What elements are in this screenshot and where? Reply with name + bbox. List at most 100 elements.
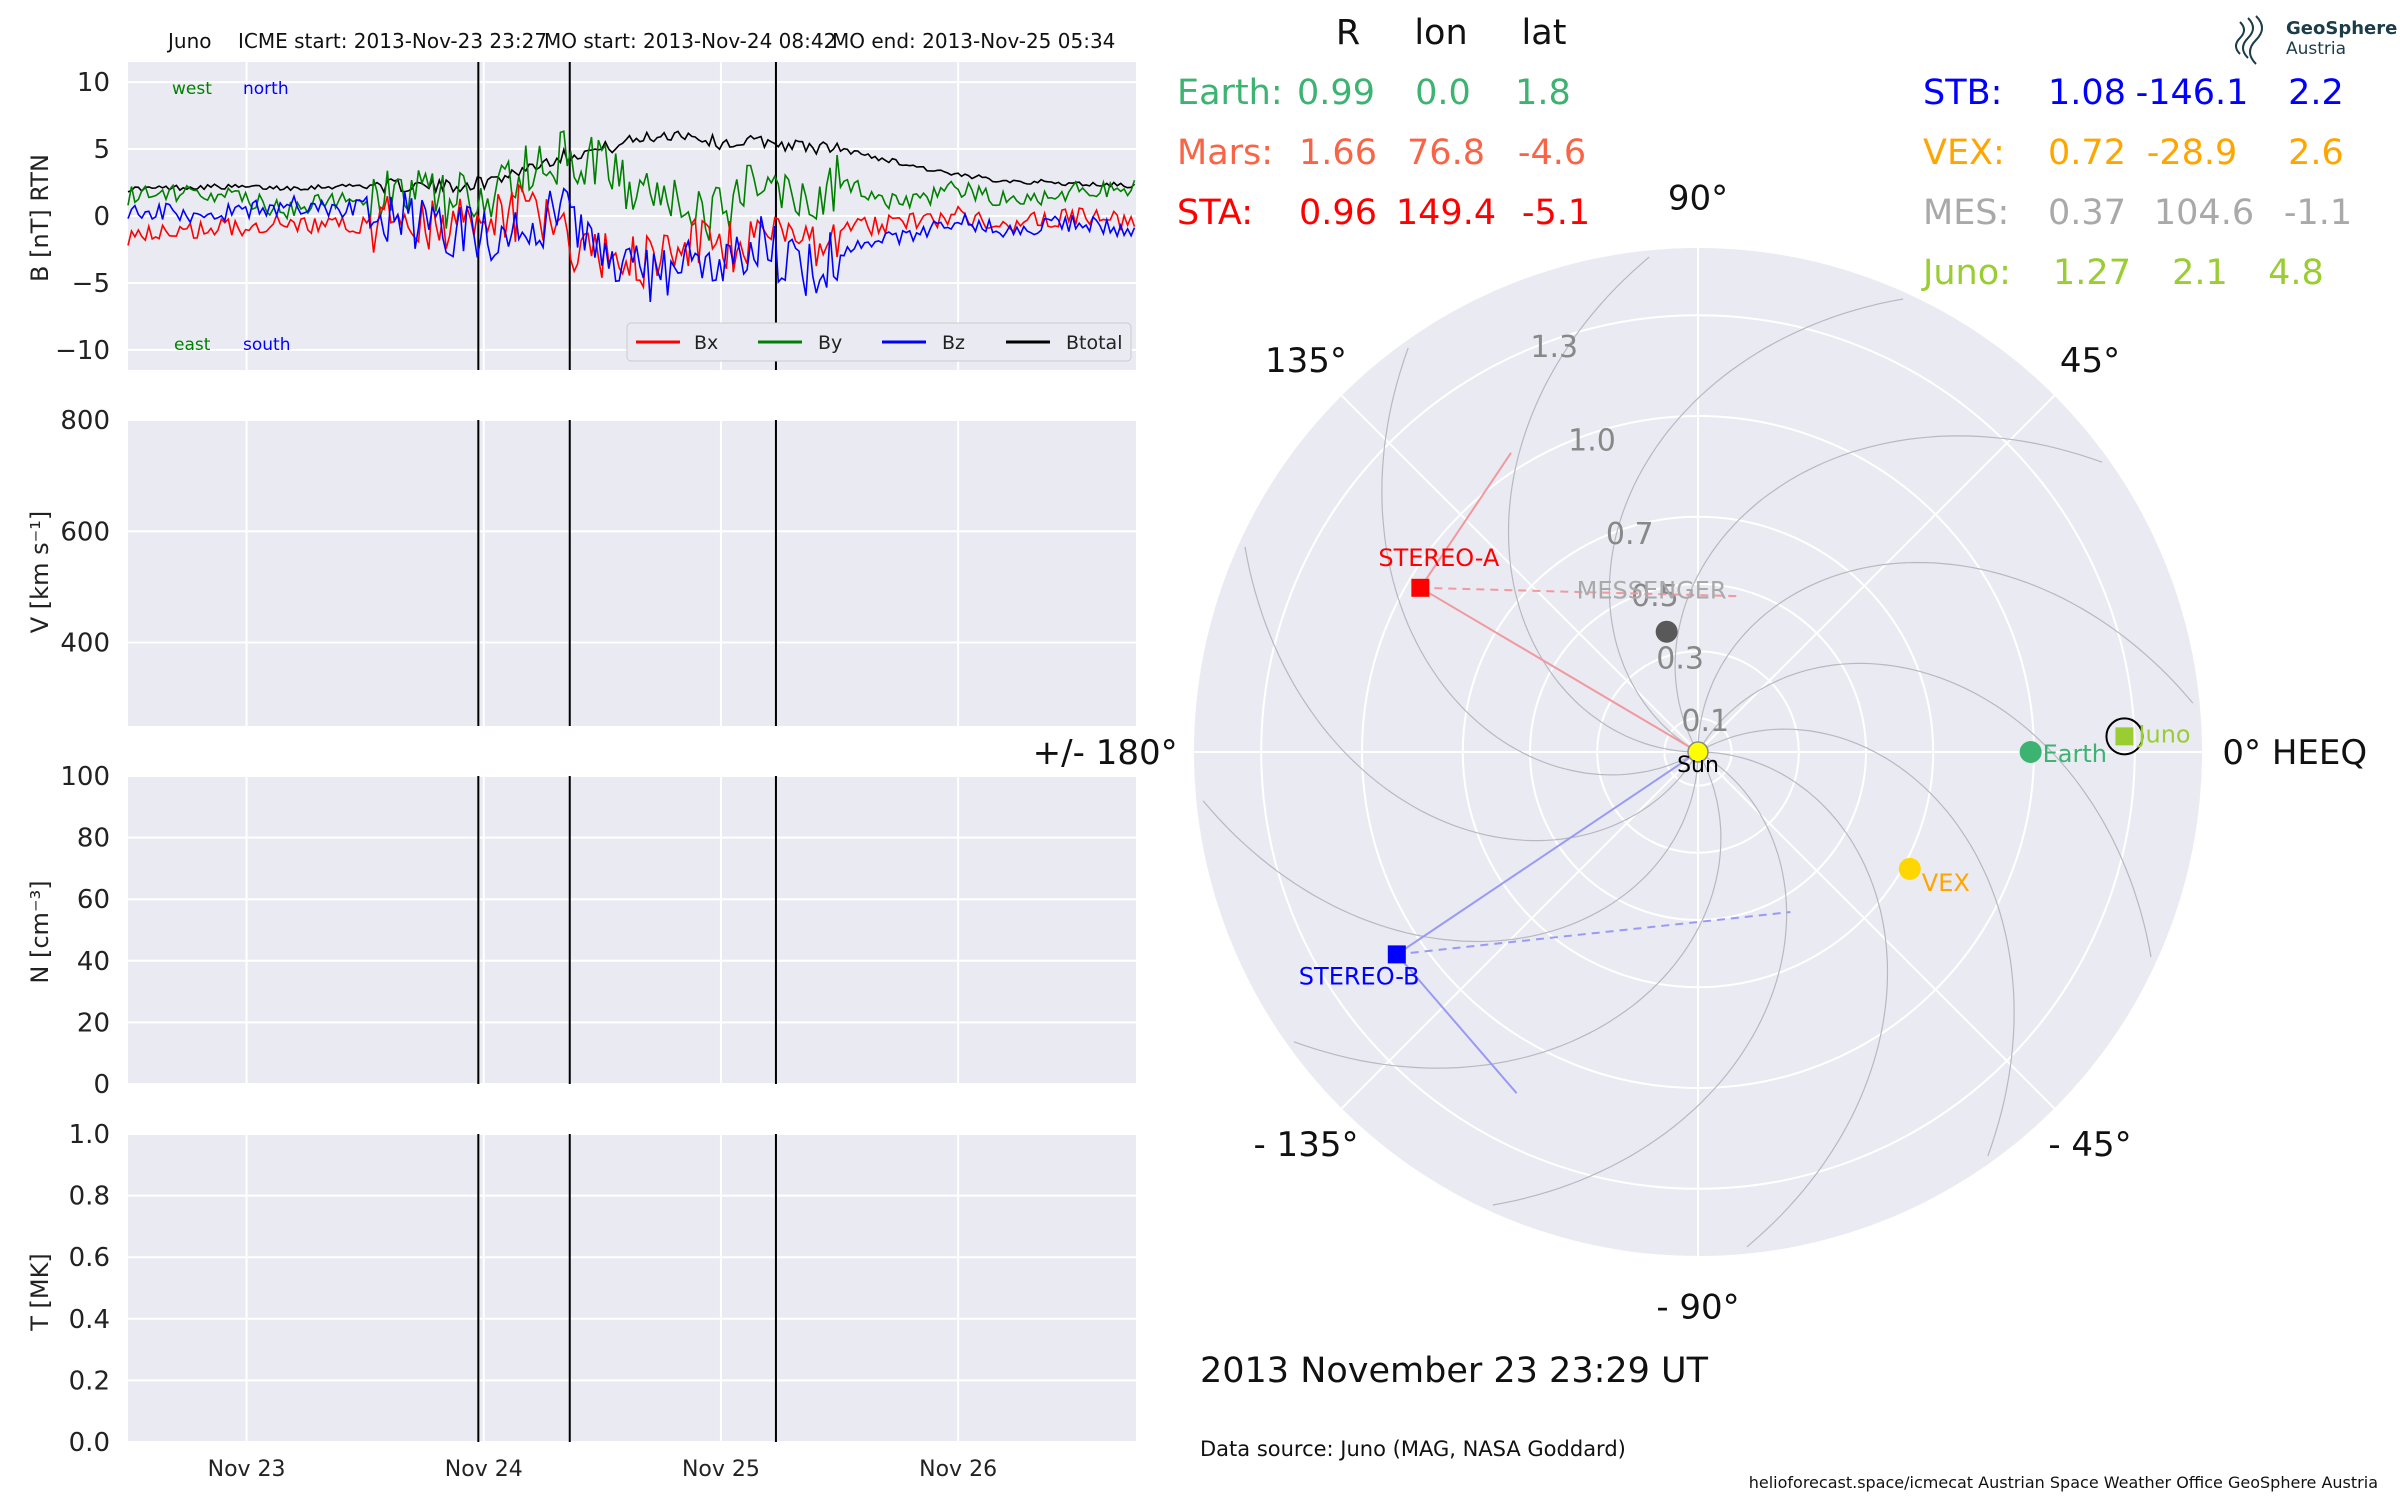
parker-spiral-line: [1697, 751, 1889, 1248]
row-juno-name: Juno:: [1921, 253, 2011, 293]
y-tick-label: 10: [77, 68, 110, 98]
y-tick-label: 60: [77, 885, 110, 915]
parker-spiral-line: [1697, 728, 2015, 1157]
x-tick-label: Nov 23: [208, 1457, 286, 1482]
y-tick-label: 0.8: [69, 1182, 110, 1212]
y-tick-label: 20: [77, 1008, 110, 1038]
series-line-by: [127, 130, 1136, 241]
angle-label: 45°: [2060, 341, 2120, 381]
header-line: Juno ICME start: 2013-Nov-23 23:27 MO st…: [166, 29, 1115, 53]
direction-annotations: west north east south: [172, 79, 290, 355]
body-label: STEREO-B: [1299, 962, 1420, 990]
angle-label: 135°: [1265, 341, 1347, 381]
header-icme-start: ICME start: 2013-Nov-23 23:27: [238, 29, 547, 53]
body-label: MESSENGER: [1577, 577, 1727, 605]
position-table: R lon lat Earth: 0.99 0.0 1.8 Mars: 1.66…: [1177, 13, 2352, 293]
annotation-east: east: [174, 335, 211, 355]
row-vex-r: 0.72: [2048, 133, 2126, 173]
parker-spiral-line: [1507, 256, 1699, 753]
row-vex-lon: -28.9: [2147, 133, 2238, 173]
row-sta-name: STA:: [1177, 193, 1253, 233]
parker-spiral-line: [1674, 435, 2103, 753]
row-mars-name: Mars:: [1177, 133, 1273, 173]
series-line-bz: [127, 187, 1136, 302]
logo-line2: Austria: [2286, 39, 2346, 59]
table-header-lon: lon: [1414, 13, 1467, 53]
body-label: Sun: [1677, 753, 1719, 778]
ylabel-n: N [cm⁻³]: [26, 880, 54, 983]
parker-spirals: [1202, 256, 2194, 1248]
row-mes-lon: 104.6: [2154, 193, 2254, 233]
row-mes-r: 0.37: [2048, 193, 2126, 233]
legend-label-bz: Bz: [942, 332, 965, 354]
panel-background: [128, 1134, 1136, 1442]
angle-label: - 45°: [2048, 1125, 2131, 1165]
ylabel-v: V [km s⁻¹]: [26, 511, 54, 633]
row-mars-lat: -4.6: [1518, 133, 1586, 173]
header-spacecraft: Juno: [166, 29, 212, 53]
parker-spiral-line: [1293, 751, 1722, 1069]
y-tick-label: 1.0: [69, 1120, 110, 1150]
row-juno-r: 1.27: [2053, 253, 2131, 293]
row-stb-lon: -146.1: [2136, 73, 2249, 113]
panel-magnetic_field: 10 5 0 −5 −10: [55, 62, 1136, 370]
row-earth-name: Earth:: [1177, 73, 1283, 113]
header-mo-end: MO end: 2013-Nov-25 05:34: [832, 29, 1115, 53]
row-stb-r: 1.08: [2048, 73, 2126, 113]
row-earth-lon: 0.0: [1415, 73, 1471, 113]
panel-background: [128, 420, 1136, 726]
r-tick-label: 1.0: [1568, 423, 1616, 458]
row-sta-r: 0.96: [1299, 193, 1377, 233]
r-tick-label: 0.5: [1631, 579, 1679, 614]
y-axis-labels: B [nT] RTN V [km s⁻¹] N [cm⁻³] T [MK]: [26, 154, 54, 1332]
y-tick-label: 0: [93, 202, 110, 232]
body-earth: Earth: [2019, 740, 2107, 768]
body-marker: [1387, 945, 1406, 964]
angle-label: 0° HEEQ: [2222, 733, 2367, 773]
body-sun: Sun: [1677, 741, 1719, 778]
row-stb-lat: 2.2: [2288, 73, 2344, 113]
annotation-north: north: [243, 79, 289, 99]
row-sta-lon: 149.4: [1396, 193, 1496, 233]
y-tick-label: 0.4: [69, 1305, 110, 1335]
panel-density: 100 80 60 40 20 0: [60, 762, 1136, 1100]
parker-spiral-line: [1381, 347, 1699, 776]
parker-spiral-line: [1244, 546, 1699, 842]
body-marker: [2115, 727, 2134, 746]
field-guide-line: [1419, 452, 1512, 589]
field-guide-line: [1419, 586, 1699, 753]
y-tick-label: 0.2: [69, 1366, 110, 1396]
parker-spiral-line: [1608, 298, 1904, 753]
body-marker: [2019, 741, 2042, 763]
parker-spiral-line: [1202, 751, 1699, 943]
y-tick-label: 5: [93, 135, 110, 165]
row-mars-r: 1.66: [1299, 133, 1377, 173]
parker-spiral-line: [1492, 751, 1788, 1206]
panel-temperature: 1.0 0.8 0.6 0.4 0.2 0.0: [69, 1120, 1136, 1458]
panel-speed: 800 600 400: [60, 406, 1136, 726]
wave-icon: [2235, 15, 2263, 65]
y-tick-label: −5: [72, 269, 110, 299]
parker-spiral-line: [1697, 662, 2152, 958]
r-tick-label: 0.3: [1656, 642, 1704, 677]
data-source: Data source: Juno (MAG, NASA Goddard): [1200, 1437, 1626, 1461]
table-header-r: R: [1336, 13, 1360, 53]
body-label: Juno: [2136, 720, 2190, 748]
body-marker: [1655, 620, 1678, 643]
y-tick-label: 80: [77, 824, 110, 854]
body-juno: Juno: [2105, 717, 2191, 756]
x-tick-label: Nov 24: [445, 1457, 523, 1482]
ylabel-b: B [nT] RTN: [26, 154, 54, 282]
date-label: 2013 November 23 23:29 UT: [1200, 1351, 1709, 1391]
angle-label: 90°: [1668, 179, 1728, 219]
row-earth-lat: 1.8: [1515, 73, 1571, 113]
series-line-btotal: [127, 130, 1136, 195]
angle-label: - 135°: [1253, 1125, 1358, 1165]
credits: helioforecast.space/icmecat Austrian Spa…: [1749, 1473, 2378, 1492]
angle-label: +/- 180°: [1033, 733, 1178, 773]
y-tick-label: 600: [60, 517, 110, 547]
body-label: VEX: [1922, 869, 1970, 897]
body-marker: [1411, 578, 1430, 597]
timeseries-panels: 10 5 0 −5 −10 800 600 400 100 80 60 40 20 0 1.0 0.8 0.6 0…: [55, 62, 1136, 1482]
